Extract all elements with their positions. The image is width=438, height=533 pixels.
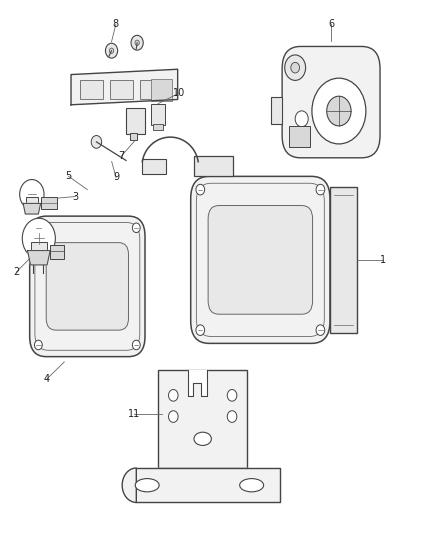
Bar [289,126,310,147]
Polygon shape [28,251,50,265]
Circle shape [91,135,102,148]
FancyBboxPatch shape [282,46,380,158]
Bar [158,370,247,468]
Text: 5: 5 [66,172,72,181]
Bar [151,79,172,101]
Polygon shape [71,69,178,105]
Circle shape [327,96,351,126]
Polygon shape [136,468,280,503]
Bar [41,197,57,209]
Bar [127,109,145,134]
Ellipse shape [194,432,212,446]
Circle shape [291,62,300,73]
Circle shape [196,184,205,195]
Circle shape [35,340,42,350]
Text: 11: 11 [128,409,140,419]
Text: 2: 2 [14,267,20,277]
Ellipse shape [135,479,159,492]
Text: 10: 10 [173,88,185,98]
Circle shape [110,48,114,53]
FancyBboxPatch shape [208,206,313,314]
Polygon shape [187,370,207,397]
FancyBboxPatch shape [191,176,330,343]
Circle shape [35,223,42,232]
Circle shape [295,111,308,127]
Bar [330,187,357,333]
Polygon shape [23,204,41,214]
Circle shape [22,218,55,259]
Bar [80,80,103,100]
FancyBboxPatch shape [46,243,128,330]
Circle shape [169,411,178,422]
Bar [50,245,64,259]
Circle shape [316,184,325,195]
Circle shape [285,55,306,80]
Bar [31,242,47,251]
Circle shape [132,223,140,232]
Circle shape [131,35,143,50]
Text: 9: 9 [113,172,119,182]
Circle shape [227,390,237,401]
Circle shape [316,325,325,335]
Text: 3: 3 [72,191,78,201]
Circle shape [135,40,139,45]
Text: 6: 6 [328,19,334,29]
Bar [26,197,38,204]
Bar [271,96,282,124]
Circle shape [196,325,205,335]
Circle shape [312,78,366,144]
Ellipse shape [240,479,264,492]
Text: 4: 4 [44,374,50,384]
Bar [142,159,166,174]
Text: 7: 7 [118,151,124,161]
Bar [194,156,233,176]
Bar [130,133,137,140]
Bar [140,80,163,100]
Circle shape [20,180,44,209]
Bar [110,80,133,100]
Text: 1: 1 [380,255,386,265]
Circle shape [132,340,140,350]
Bar [151,104,165,125]
Circle shape [106,43,118,58]
Wedge shape [122,468,136,503]
Bar [153,124,163,130]
Circle shape [227,411,237,422]
Text: 8: 8 [113,19,119,29]
Circle shape [169,390,178,401]
FancyBboxPatch shape [30,216,145,357]
